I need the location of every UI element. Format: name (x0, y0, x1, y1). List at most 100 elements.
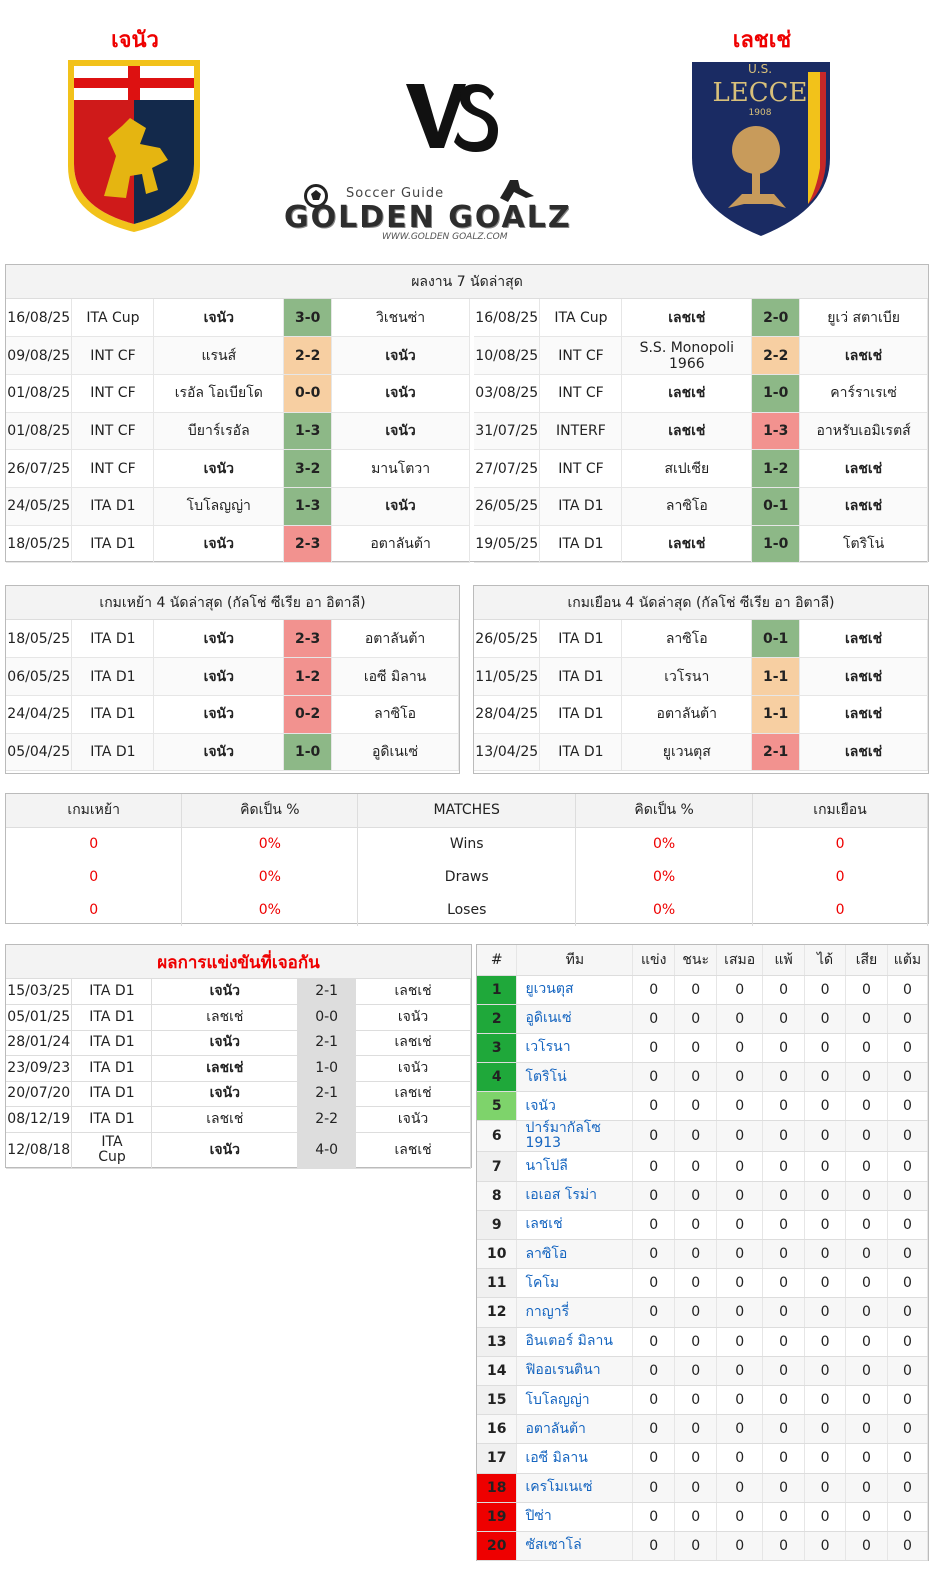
standings-team[interactable]: นาโปลี (516, 1151, 634, 1182)
standings-p: 0 (632, 1239, 676, 1270)
standings-p: 0 (632, 1120, 676, 1153)
standings-team[interactable]: เวโรนา (516, 1033, 634, 1064)
away-team-name: เลชเช่ (732, 28, 792, 53)
standings-gf: 0 (804, 1327, 847, 1357)
h2h-score: 1-0 (297, 1055, 357, 1082)
standings-d: 0 (716, 1327, 764, 1357)
standings-team[interactable]: ซัสเซาโล่ (516, 1531, 634, 1562)
standings-gf: 0 (804, 1531, 847, 1562)
summary-home-count: 0 (6, 860, 183, 893)
match-away-team: เจนัว (331, 336, 470, 375)
standings-w: 0 (674, 1033, 718, 1064)
match-away-team: อาหรับเอมิเรตส์ (799, 412, 928, 451)
match-row: 11/05/25 ITA D1 เวโรนา 1-1 เลชเช่ (474, 657, 928, 696)
h2h-competition: ITA D1 (71, 1081, 153, 1107)
standings-header-6: ได้ (804, 945, 847, 976)
standings-pts: 0 (887, 1385, 929, 1416)
standings-team[interactable]: อูดิเนเซ่ (516, 1004, 634, 1034)
standings-ga: 0 (845, 1385, 888, 1416)
standings-rank: 18 (477, 1473, 518, 1503)
standings-team[interactable]: เอซี มิลาน (516, 1443, 634, 1474)
match-row: 26/05/25 ITA D1 ลาซิโอ 0-1 เลชเช่ (474, 620, 928, 659)
standings-team[interactable]: ฟิออเรนตินา (516, 1356, 634, 1386)
summary-away-pct: 0% (575, 893, 754, 926)
h2h-competition: ITA D1 (71, 979, 153, 1005)
standings-l: 0 (762, 1356, 806, 1386)
standings-team[interactable]: ยูเวนตุส (516, 975, 634, 1005)
standings-w: 0 (674, 1181, 718, 1211)
standings-d: 0 (716, 1004, 764, 1034)
standings-w: 0 (674, 1239, 718, 1270)
standings-p: 0 (632, 975, 676, 1005)
home-team-crest (68, 60, 200, 232)
h2h-score: 4-0 (297, 1132, 357, 1169)
summary-row: 0 0% Loses 0% 0 (6, 893, 928, 926)
match-score: 2-2 (751, 336, 801, 375)
match-competition: ITA D1 (71, 620, 155, 659)
standings-gf: 0 (804, 1033, 847, 1064)
standings-l: 0 (762, 1120, 806, 1153)
h2h-date: 20/07/20 (6, 1081, 73, 1107)
league-home-table: 18/05/25 ITA D1 เจนัว 2-3 อตาลันต้า 06/05/25 I… (6, 620, 459, 772)
standings-rank: 11 (477, 1268, 518, 1299)
match-competition: INT CF (539, 374, 623, 413)
match-home-team: แรนส์ (153, 336, 285, 375)
league-home-title: เกมเหย้า 4 นัดล่าสุด (กัลโช่ ซีเรีย อา อ… (6, 586, 459, 620)
standings-team[interactable]: โตริโน่ (516, 1062, 634, 1093)
h2h-home-team: เลชเช่ (151, 1004, 299, 1031)
standings-ga: 0 (845, 1473, 888, 1503)
summary-home-pct: 0% (181, 827, 359, 860)
standings-team[interactable]: ปาร์มากัลโซ 1913 (516, 1120, 634, 1153)
match-row: 10/08/25 INT CF S.S. Monopoli 1966 2-2 เลชเช… (474, 336, 928, 375)
standings-rank: 2 (477, 1004, 518, 1034)
standings-team[interactable]: เจนัว (516, 1091, 634, 1122)
standings-team[interactable]: อินเตอร์ มิลาน (516, 1327, 634, 1357)
match-row: 16/08/25 ITA Cup เลชเช่ 2-0 ยูเว่ สตาเบีย (474, 299, 928, 338)
standings-team[interactable]: โบโลญญ่า (516, 1385, 634, 1416)
summary-label: Wins (357, 827, 577, 860)
standings-table: # ทีม แข่ง ชนะ เสมอ แพ้ ได้ เสีย แต้ม 1 ยูเวนตุส 0… (477, 945, 929, 1562)
h2h-table: 15/03/25 ITA D1 เจนัว 2-1 เลชเช่ 05/01/25 ITA … (6, 979, 471, 1169)
match-row: 18/05/25 ITA D1 เจนัว 2-3 อตาลันต้า (6, 620, 459, 659)
standings-team[interactable]: ลาซิโอ (516, 1239, 634, 1270)
standings-rank: 5 (477, 1091, 518, 1122)
standings-team[interactable]: โคโม (516, 1268, 634, 1299)
match-home-team: เลชเช่ (621, 374, 753, 413)
standings-l: 0 (762, 975, 806, 1005)
match-home-team: S.S. Monopoli 1966 (621, 336, 753, 375)
standings-ga: 0 (845, 1120, 888, 1153)
standings-w: 0 (674, 1151, 718, 1182)
standings-p: 0 (632, 1297, 676, 1328)
match-home-team: เรอัล โอเบียโด (153, 374, 285, 413)
standings-rank: 20 (477, 1531, 518, 1562)
h2h-row: 08/12/19 ITA D1 เลชเช่ 2-2 เจนัว (6, 1106, 471, 1133)
match-home-team: เจนัว (153, 525, 285, 564)
standings-p: 0 (632, 1181, 676, 1211)
standings-team[interactable]: เลชเช่ (516, 1210, 634, 1241)
standings-gf: 0 (804, 1151, 847, 1182)
match-home-team: เจนัว (153, 299, 285, 338)
standings-rank: 7 (477, 1151, 518, 1182)
standings-rank: 4 (477, 1062, 518, 1093)
standings-ga: 0 (845, 1268, 888, 1299)
standings-team[interactable]: กาญารี่ (516, 1297, 634, 1328)
standings-team[interactable]: เอเอส โรม่า (516, 1181, 634, 1211)
standings-row: 14 ฟิออเรนตินา 0 0 0 0 0 0 0 (477, 1356, 929, 1386)
standings-row: 3 เวโรนา 0 0 0 0 0 0 0 (477, 1033, 929, 1064)
standings-team[interactable]: เครโมเนเซ่ (516, 1473, 634, 1503)
standings-ga: 0 (845, 1033, 888, 1064)
h2h-row: 28/01/24 ITA D1 เจนัว 2-1 เลชเช่ (6, 1030, 471, 1056)
standings-d: 0 (716, 1091, 764, 1122)
standings-rank: 14 (477, 1356, 518, 1386)
standings-team[interactable]: ปิซ่า (516, 1502, 634, 1532)
standings-d: 0 (716, 1062, 764, 1093)
standings-team[interactable]: อตาลันต้า (516, 1414, 634, 1445)
standings-l: 0 (762, 1268, 806, 1299)
standings-panel: # ทีม แข่ง ชนะ เสมอ แพ้ ได้ เสีย แต้ม 1 ยูเวนตุส 0… (476, 944, 929, 1562)
match-competition: INT CF (539, 449, 623, 488)
match-date: 16/08/25 (6, 299, 73, 338)
standings-row: 13 อินเตอร์ มิลาน 0 0 0 0 0 0 0 (477, 1327, 929, 1357)
league-away-panel: เกมเยือน 4 นัดล่าสุด (กัลโช่ ซีเรีย อา อ… (473, 585, 929, 774)
match-row: 26/05/25 ITA D1 ลาซิโอ 0-1 เลชเช่ (474, 487, 928, 526)
match-score: 0-2 (283, 695, 333, 734)
